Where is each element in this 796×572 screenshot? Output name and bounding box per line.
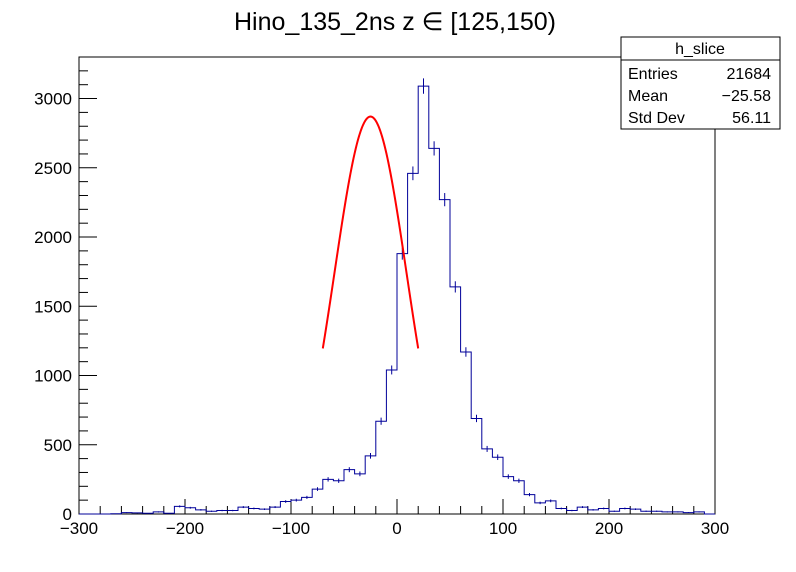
y-tick-label: 500 <box>44 436 72 455</box>
x-tick-label: −100 <box>272 519 310 538</box>
x-tick-label: 100 <box>489 519 517 538</box>
stats-box: h_slice Entries 21684 Mean −25.58 Std De… <box>620 36 781 130</box>
x-tick-label: 0 <box>392 519 401 538</box>
x-tick-label: 200 <box>595 519 623 538</box>
y-tick-label: 1500 <box>34 297 72 316</box>
histogram-outline <box>79 85 715 515</box>
x-tick-label: −200 <box>166 519 204 538</box>
chart-title: Hino_135_2ns z ∈ [125,150) <box>234 8 556 36</box>
x-tick-label: 300 <box>701 519 729 538</box>
x-axis: −300 −200 −100 0 100 200 300 <box>60 499 729 538</box>
x-tick-label: −300 <box>60 519 98 538</box>
stats-mean-label: Mean <box>628 88 668 105</box>
y-tick-label: 3000 <box>34 90 72 109</box>
error-bars <box>115 78 700 514</box>
stats-stddev-value: 56.11 <box>732 110 771 127</box>
y-tick-label: 1000 <box>34 367 72 386</box>
y-tick-label: 2000 <box>34 228 72 247</box>
y-tick-label: 0 <box>63 505 72 524</box>
stats-entries-label: Entries <box>628 66 678 83</box>
stats-entries-value: 21684 <box>727 66 772 83</box>
gaussian-fit-curve <box>321 115 420 349</box>
y-axis: 0 500 1000 1500 2000 2500 3000 <box>34 56 97 524</box>
stats-stddev-label: Std Dev <box>628 110 685 127</box>
y-tick-label: 2500 <box>34 159 72 178</box>
stats-box-frame <box>620 36 781 130</box>
stats-box-title: h_slice <box>675 41 725 58</box>
stats-mean-value: −25.58 <box>722 88 771 105</box>
